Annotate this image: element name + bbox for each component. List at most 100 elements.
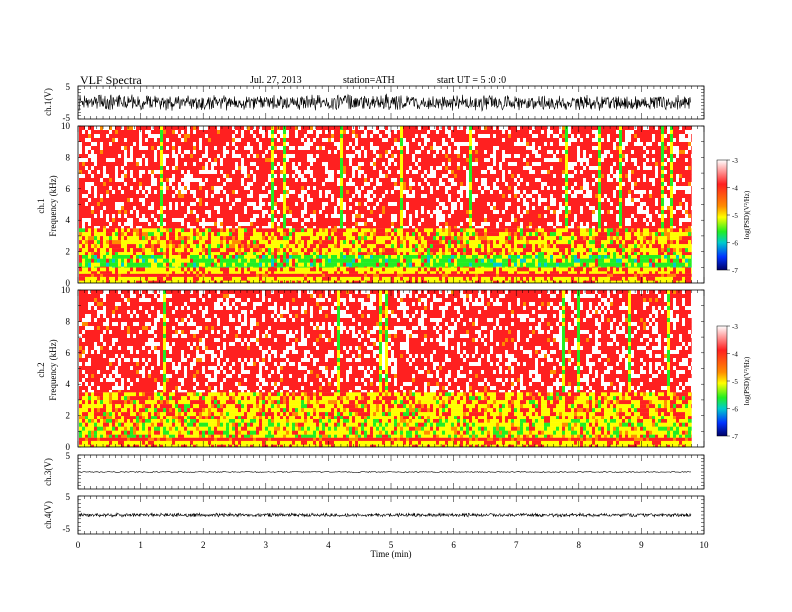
spectrogram-cell — [208, 273, 212, 277]
spectrogram-cell — [160, 134, 164, 139]
spectrogram-cell — [172, 210, 176, 215]
spectrogram-cell — [136, 226, 140, 229]
spectrogram-cell — [79, 126, 83, 131]
spectrogram-cell — [307, 236, 311, 241]
spectrogram-cell — [163, 258, 167, 263]
spectrogram-cell — [163, 248, 167, 253]
spectrogram-cell — [268, 236, 272, 241]
spectrogram-cell — [358, 142, 362, 147]
spectrogram-cell — [397, 218, 401, 223]
spectrogram-cell — [400, 166, 404, 171]
spectrogram-cell — [280, 166, 284, 171]
spectrogram-cell — [136, 202, 140, 207]
spectrogram-cell — [229, 182, 233, 187]
spectrogram-cell — [217, 271, 221, 274]
spectrogram-cell — [340, 194, 344, 199]
spectrogram-cell — [154, 154, 158, 159]
spectrogram-cell — [412, 252, 416, 255]
spectrogram-cell — [235, 162, 239, 167]
spectrogram-cell — [145, 271, 149, 274]
spectrogram-cell — [88, 214, 92, 219]
spectrogram-cell — [373, 166, 377, 171]
spectrogram-cell — [232, 214, 236, 219]
spectrogram-cell — [373, 150, 377, 155]
spectrogram-cell — [130, 198, 134, 203]
spectrogram-cell — [385, 158, 389, 163]
spectrogram-cell — [121, 276, 125, 281]
spectrogram-cell — [265, 226, 269, 229]
spectrogram-cell — [394, 162, 398, 167]
spectrogram-cell — [211, 258, 215, 263]
spectrogram-cell — [133, 146, 137, 151]
spectrogram-cell — [259, 276, 263, 281]
spectrogram-cell — [307, 150, 311, 155]
spectrogram-cell — [415, 240, 419, 245]
spectrogram-cell — [337, 262, 341, 267]
spectrogram-cell — [409, 232, 413, 237]
spectrogram-cell — [121, 206, 125, 211]
spectrogram-cell — [262, 166, 266, 171]
spectrogram-cell — [211, 174, 215, 179]
spectrogram-cell — [250, 186, 254, 191]
spectrogram-cell — [304, 150, 308, 155]
spectrogram-cell — [367, 142, 371, 147]
spectrogram-cell — [169, 248, 173, 253]
spectrogram-cell — [382, 142, 386, 147]
spectrogram-cell — [106, 262, 110, 267]
spectrogram-cell — [265, 271, 269, 274]
spectrogram-cell — [325, 210, 329, 215]
spectrogram-cell — [400, 138, 404, 143]
spectrogram-cell — [247, 276, 251, 281]
spectrogram-cell — [124, 232, 128, 237]
spectrogram-cell — [325, 258, 329, 263]
spectrogram-cell — [109, 186, 113, 191]
spectrogram-cell — [313, 226, 317, 229]
spectrogram-cell — [352, 222, 356, 227]
spectrogram-cell — [181, 186, 185, 191]
spectrogram-cell — [268, 178, 272, 183]
spectrogram-cell — [271, 218, 275, 223]
spectrogram-cell — [127, 138, 131, 143]
spectrogram-cell — [208, 206, 212, 211]
spectrogram-cell — [319, 214, 323, 219]
spectrogram-cell — [280, 174, 284, 179]
spectrogram-cell — [217, 232, 221, 237]
spectrogram-cell — [208, 170, 212, 175]
spectrogram-cell — [352, 266, 356, 268]
spectrogram-cell — [172, 182, 176, 187]
spectrogram-cell — [358, 228, 362, 233]
spectrogram-cell — [235, 226, 239, 229]
spectrogram-cell — [130, 150, 134, 155]
spectrogram-cell — [316, 262, 320, 267]
spectrogram-cell — [190, 186, 194, 191]
spectrogram-cell — [190, 150, 194, 155]
spectrogram-cell — [370, 210, 374, 215]
spectrogram-cell — [340, 244, 344, 249]
spectrogram-cell — [265, 258, 269, 263]
spectrogram-cell — [202, 273, 206, 277]
spectrogram-cell — [238, 174, 242, 179]
spectrogram-cell — [271, 240, 275, 245]
spectrogram-cell — [391, 178, 395, 183]
spectrogram-cell — [277, 210, 281, 215]
spectrogram-cell — [262, 236, 266, 241]
spectrogram-cell — [196, 214, 200, 219]
spectrogram-cell — [79, 226, 83, 229]
spectrogram-cell — [328, 222, 332, 227]
spectrogram-cell — [220, 276, 224, 281]
spectrogram-cell — [103, 273, 107, 277]
spectrogram-cell — [112, 262, 116, 267]
spectrogram-cell — [316, 226, 320, 229]
spectrogram-cell — [241, 198, 245, 203]
spectrogram-cell — [274, 202, 278, 207]
spectrogram-cell — [328, 214, 332, 219]
spectrogram-cell — [364, 226, 368, 229]
spectrogram-cell — [118, 267, 122, 272]
spectrogram-cell — [259, 258, 263, 263]
spectrogram-cell — [349, 240, 353, 245]
spectrogram-cell — [316, 244, 320, 249]
spectrogram-cell — [115, 202, 119, 207]
spectrogram-cell — [262, 240, 266, 245]
spectrogram-cell — [181, 271, 185, 274]
spectrogram-cell — [193, 236, 197, 241]
